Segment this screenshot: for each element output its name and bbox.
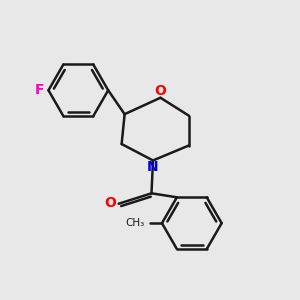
Text: O: O bbox=[154, 84, 166, 98]
Text: F: F bbox=[35, 83, 44, 97]
Text: N: N bbox=[147, 160, 159, 174]
Text: O: O bbox=[104, 196, 116, 210]
Text: CH₃: CH₃ bbox=[125, 218, 145, 228]
